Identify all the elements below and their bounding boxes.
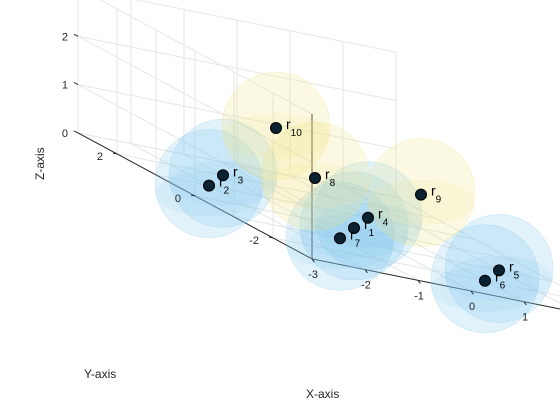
point-label-r1: r1	[364, 216, 375, 239]
x-tick-mark	[364, 269, 368, 274]
point-label-r7: r7	[350, 226, 361, 249]
point-label-letter: r	[219, 174, 224, 190]
point-label-letter: r	[233, 163, 238, 179]
point-label-letter: r	[286, 116, 291, 132]
z-tick-label: 1	[62, 80, 68, 92]
grid-layer	[77, 0, 560, 310]
side-wall-grid-line	[77, 35, 313, 163]
sphere-shadow-r6	[431, 266, 539, 312]
point-label-subscript: 3	[238, 175, 244, 186]
y-axis-title: Y-axis	[84, 367, 116, 381]
point-label-letter: r	[350, 226, 355, 242]
x-tick-mark	[417, 279, 421, 284]
sphere-shadow-r7	[286, 223, 394, 269]
z-axis-title: Z-axis	[33, 147, 47, 180]
point-label-subscript: 5	[514, 270, 520, 281]
x-tick-label: 0	[469, 301, 475, 313]
point-label-r10: r10	[286, 116, 302, 139]
point-label-r6: r6	[495, 269, 506, 292]
point-label-letter: r	[431, 183, 436, 199]
point-label-letter: r	[509, 258, 514, 274]
x-tick-label: 1	[522, 312, 528, 324]
y-tick-label: 0	[175, 193, 181, 205]
z-tick-label: 2	[62, 31, 68, 43]
x-axis-title: X-axis	[306, 387, 339, 401]
point-label-subscript: 6	[500, 281, 506, 292]
floor-grid-line	[116, 153, 436, 219]
x-tick-mark	[470, 290, 474, 295]
point-r10	[270, 122, 282, 135]
point-label-letter: r	[325, 166, 330, 182]
point-label-r9: r9	[431, 183, 442, 206]
x-tick-label: -1	[414, 290, 424, 302]
point-label-letter: r	[364, 216, 369, 232]
point-label-subscript: 1	[369, 228, 375, 239]
sphere-shadow-r9	[367, 179, 475, 226]
point-r8	[309, 172, 321, 185]
z-tick-mark	[73, 130, 79, 134]
point-label-letter: r	[378, 206, 383, 222]
sphere-shadow-r3	[169, 160, 277, 206]
z-tick-mark	[73, 82, 79, 86]
point-r5	[493, 264, 505, 277]
point-r6	[479, 274, 491, 287]
point-label-subscript: 8	[330, 178, 336, 189]
y-tick-mark	[190, 194, 196, 197]
sphere-shadow-r1	[300, 213, 408, 259]
point-label-subscript: 4	[383, 218, 389, 229]
point-label-subscript: 9	[436, 195, 442, 206]
side-wall-grid-line	[77, 84, 313, 212]
point-r4	[362, 211, 374, 224]
back-wall-grid-line	[77, 35, 397, 101]
point-label-r3: r3	[233, 163, 244, 186]
back-wall-grid-line	[134, 0, 397, 53]
floor-grid-line	[272, 237, 560, 297]
x-tick-mark	[523, 301, 527, 306]
sphere-shadow-r8	[261, 163, 369, 209]
point-r9	[415, 188, 427, 201]
sphere-shadow-r2	[155, 170, 263, 217]
point-r3	[217, 169, 229, 182]
point-label-r8: r8	[325, 166, 336, 189]
point-label-letter: r	[495, 269, 500, 285]
point-label-subscript: 10	[291, 128, 303, 139]
point-label-subscript: 2	[224, 186, 230, 197]
y-tick-mark	[112, 152, 118, 155]
sphere-shadow-r5	[445, 255, 553, 302]
sphere-layer	[154, 71, 554, 334]
x-tick-mark	[311, 258, 315, 263]
side-wall-grid-line	[99, 0, 313, 115]
x-tick-label: -3	[308, 269, 318, 281]
y-tick-label: -2	[249, 235, 259, 247]
point-label-r2: r2	[219, 174, 230, 197]
x-tick-label: -2	[361, 280, 371, 292]
point-r7	[334, 232, 346, 245]
point-r2	[203, 179, 215, 192]
back-wall-grid-line	[77, 84, 397, 150]
point-label-r4: r4	[378, 206, 389, 229]
sphere-shadow-r10	[222, 113, 330, 159]
point-label-r5: r5	[509, 258, 520, 281]
point-label-subscript: 7	[355, 238, 361, 249]
point-r1	[348, 222, 360, 234]
back-wall-grid-line	[77, 132, 397, 198]
tick-layer: -3-2-10123-2020123	[62, 31, 528, 324]
z-tick-label: 0	[62, 128, 68, 140]
y-tick-mark	[268, 236, 274, 239]
z-tick-mark	[73, 33, 79, 37]
y-tick-label: 2	[97, 151, 103, 163]
